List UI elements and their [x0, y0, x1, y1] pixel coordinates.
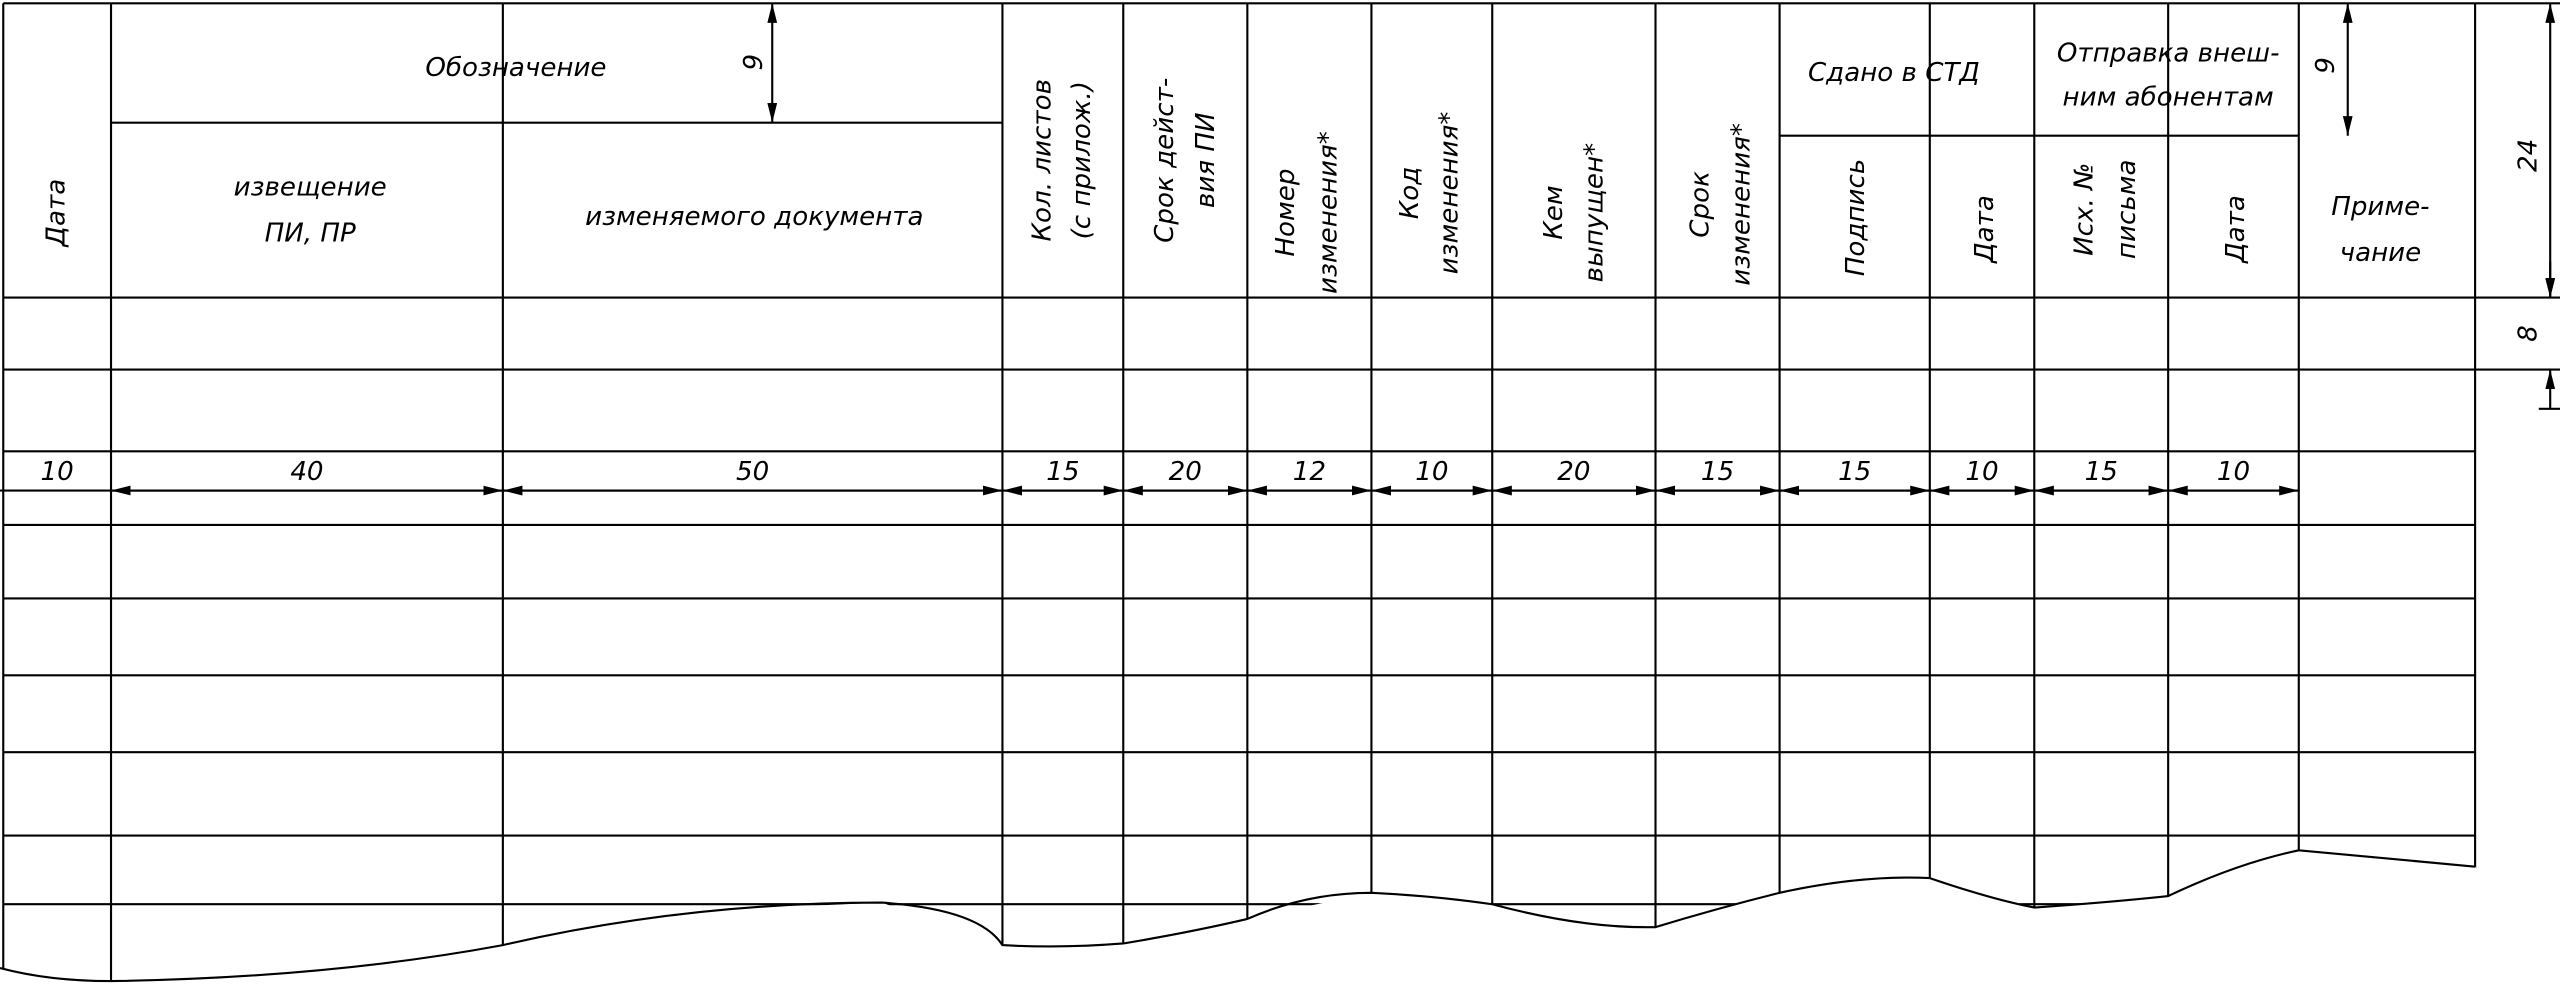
dimension: 20	[1557, 457, 1590, 487]
label: Обозначение	[425, 53, 606, 83]
dimension: 15	[1046, 457, 1079, 487]
label: изменяемого документа	[585, 202, 923, 232]
label: ним абонентам	[2063, 83, 2274, 113]
label: изменения*	[1313, 131, 1343, 294]
break-line	[0, 849, 2476, 983]
dimension: 10	[1415, 457, 1448, 487]
label: Номер	[1271, 169, 1301, 257]
dimension: 10	[1965, 457, 1998, 487]
label: Дата	[42, 179, 72, 248]
dimension: 10	[2217, 457, 2250, 487]
label: Кем	[1539, 185, 1569, 239]
dimension: 20	[1169, 457, 1202, 487]
dimension: 40	[290, 457, 323, 487]
label: изменения*	[1727, 123, 1757, 286]
label: Дата	[1970, 195, 2000, 264]
label: Подпись	[1841, 159, 1871, 277]
label: ПИ, ПР	[265, 218, 356, 248]
label: изменения*	[1434, 112, 1464, 275]
label: Сдано в СТД	[1808, 58, 1980, 88]
label: Срок	[1686, 171, 1716, 238]
dimension: 50	[736, 457, 769, 487]
label: письма	[2112, 159, 2142, 259]
dimension: 15	[1701, 457, 1734, 487]
dimension: 9	[739, 54, 769, 71]
label: Код	[1395, 167, 1425, 220]
dimension: 24	[2513, 139, 2543, 172]
label: Срок дейст-	[1150, 78, 1180, 243]
label: выпущен*	[1580, 143, 1610, 282]
dimension: 12	[1293, 457, 1326, 487]
dimension: 15	[2085, 457, 2118, 487]
dimension: 9	[2311, 57, 2341, 74]
label: извещение	[234, 173, 387, 203]
label: вия ПИ	[1191, 112, 1221, 208]
label: чание	[2340, 238, 2422, 268]
label: Кол. листов	[1028, 79, 1058, 242]
label: Приме-	[2331, 192, 2429, 222]
dimension: 8	[2513, 325, 2543, 342]
label: Исх. №	[2069, 163, 2099, 256]
dimension: 10	[41, 457, 74, 487]
label: (с прилож.)	[1067, 81, 1097, 239]
label: Дата	[2221, 195, 2251, 264]
labels: Дата Обозначение извещение ПИ, ПР изменяемог…	[41, 38, 2544, 487]
dimension: 15	[1838, 457, 1871, 487]
label: Отправка внеш-	[2057, 38, 2280, 68]
